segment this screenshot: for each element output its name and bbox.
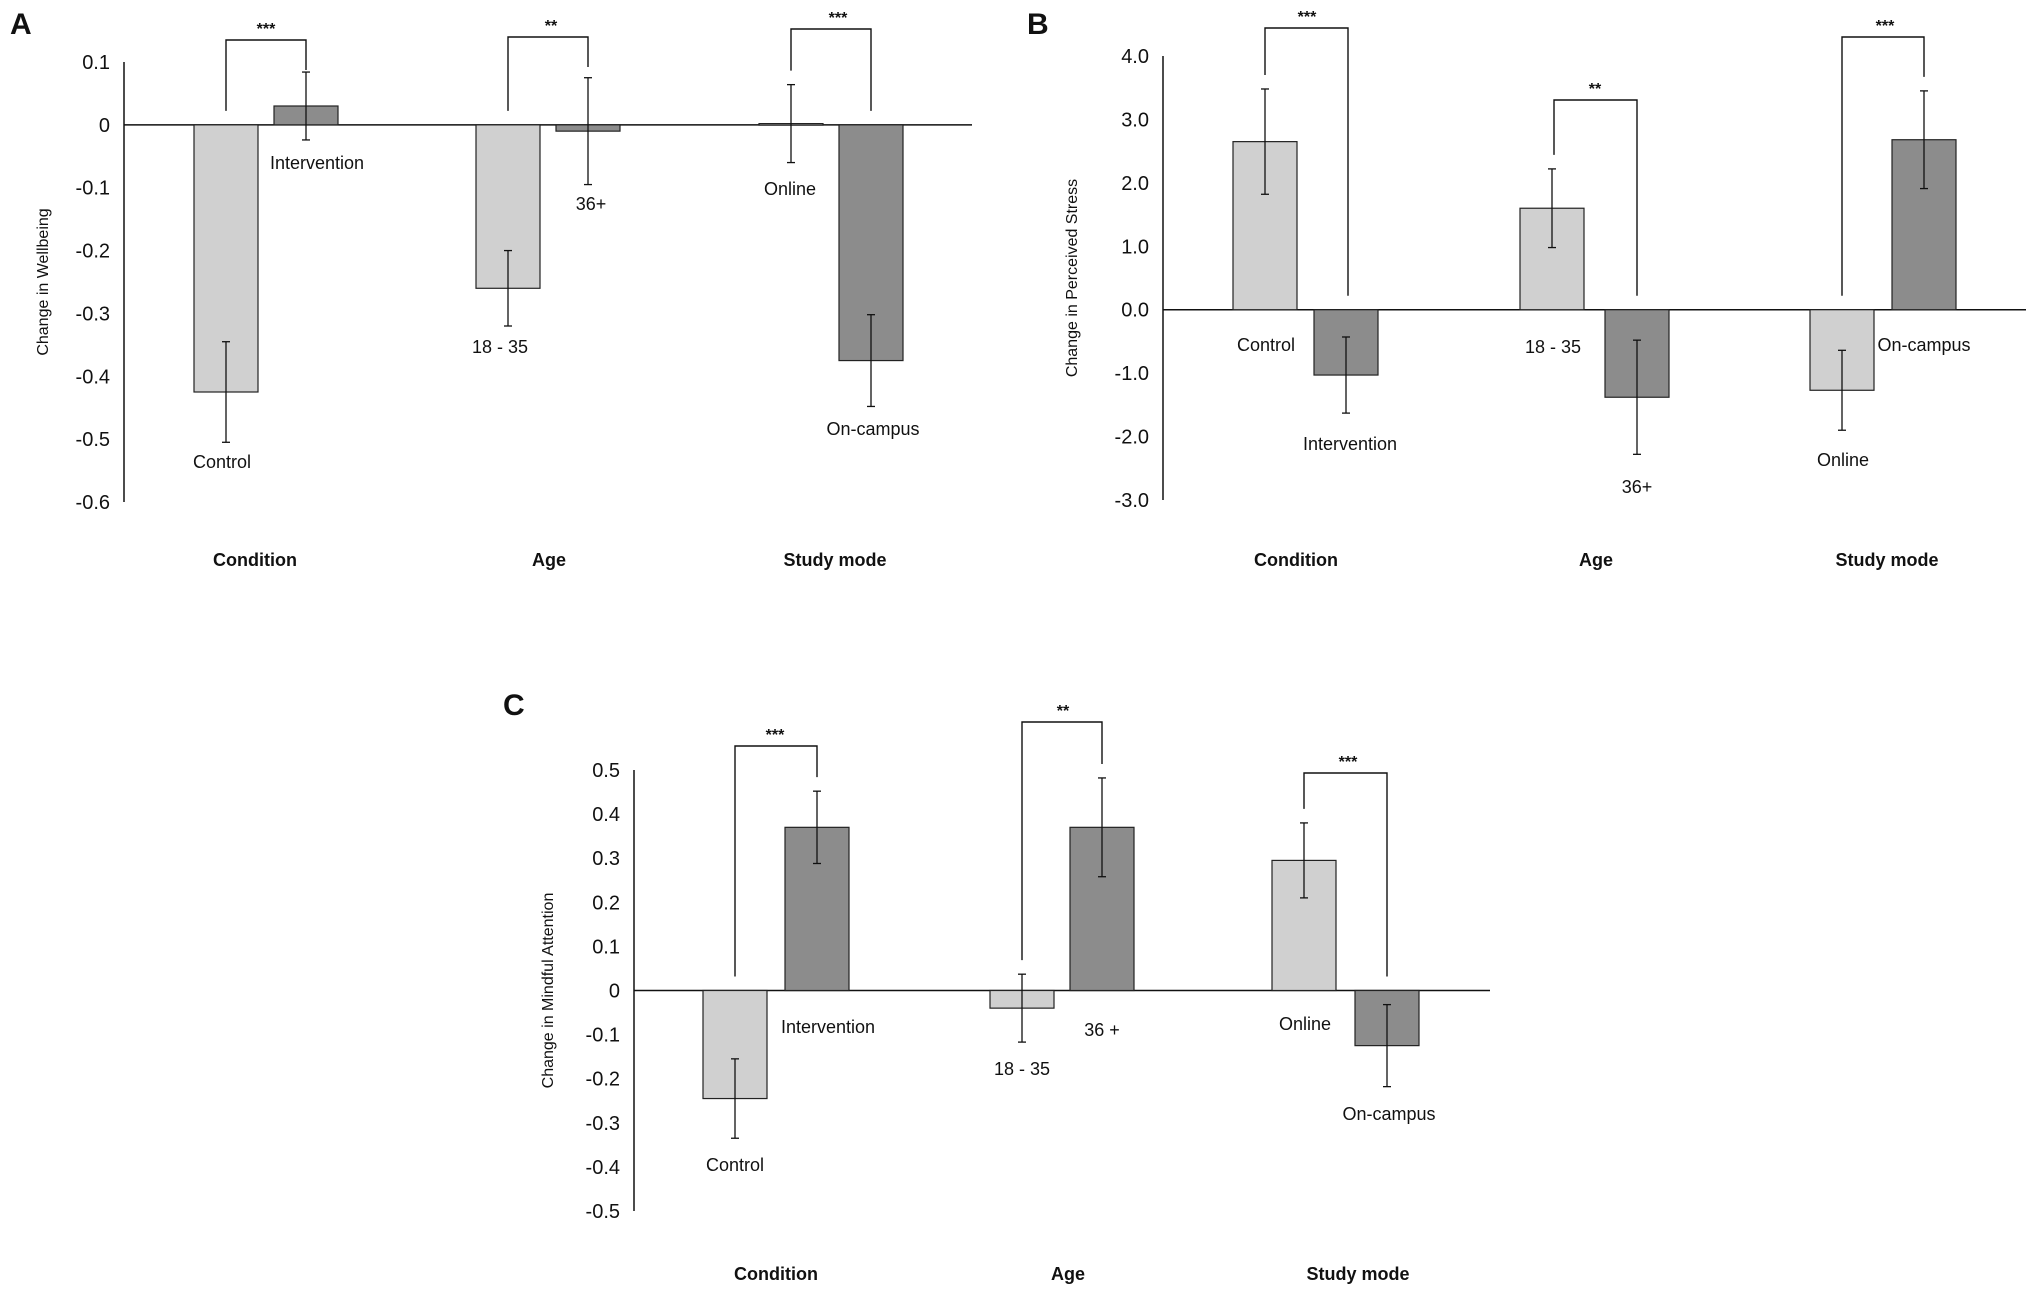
bar-label: On-campus — [826, 419, 919, 439]
bar-label: 36 + — [1084, 1020, 1120, 1040]
significance-bracket — [1021, 721, 1103, 961]
panel-letter: B — [1027, 8, 1049, 41]
bar-label: Intervention — [270, 153, 364, 173]
significance-bracket — [790, 28, 872, 111]
panel-letter: A — [10, 8, 32, 41]
x-category-label: Study mode — [1306, 1264, 1409, 1284]
y-tick-label: -0.6 — [76, 492, 110, 514]
y-tick-label: -0.1 — [76, 178, 110, 200]
bar-label: Control — [706, 1155, 764, 1175]
bar-label: Online — [1279, 1014, 1331, 1034]
y-tick-label: 4.0 — [1121, 46, 1149, 68]
x-category-label: Condition — [734, 1264, 818, 1284]
y-axis-title: Change in Wellbeing — [35, 208, 52, 355]
bar-label: 18 - 35 — [994, 1059, 1050, 1079]
y-tick-label: 0.1 — [82, 52, 110, 74]
y-tick-label: 1.0 — [1121, 236, 1149, 258]
y-tick-label: 3.0 — [1121, 109, 1149, 131]
x-category-label: Study mode — [1835, 550, 1938, 570]
x-category-label: Age — [1051, 1264, 1085, 1284]
y-tick-label: 0.1 — [592, 936, 620, 958]
significance-bracket — [1553, 99, 1638, 296]
y-tick-label: 0.3 — [592, 848, 620, 870]
bar-label: 36+ — [1622, 477, 1653, 497]
significance-bracket — [1303, 772, 1388, 977]
y-tick-label: -0.5 — [76, 429, 110, 451]
significance-marker: *** — [766, 727, 785, 744]
y-tick-label: -1.0 — [1115, 363, 1149, 385]
y-tick-label: -0.1 — [586, 1025, 620, 1047]
significance-bracket — [1841, 36, 1925, 296]
y-axis-title: Change in Perceived Stress — [1064, 179, 1081, 377]
significance-bracket — [225, 39, 307, 111]
y-tick-label: -0.4 — [76, 366, 110, 388]
y-tick-label: -0.5 — [586, 1201, 620, 1223]
panel-b: B 4.0 3.0 2.0 1.0 0.0 -1.0 -2.0 -3.0 Change in Pe… — [1027, 8, 2026, 570]
y-axis-title: Change in Mindful Attention — [540, 893, 557, 1089]
significance-marker: *** — [829, 10, 848, 27]
significance-marker: *** — [1876, 18, 1895, 35]
y-tick-label: 2.0 — [1121, 173, 1149, 195]
y-tick-label: 0 — [609, 981, 620, 1003]
significance-bracket — [734, 745, 818, 977]
y-tick-label: 0 — [99, 115, 110, 137]
bar-label: Intervention — [1303, 434, 1397, 454]
significance-marker: ** — [1589, 81, 1602, 98]
panel-a: A 0.1 0 -0.1 -0.2 -0.3 -0.4 -0.5 -0.6 Change in W… — [10, 8, 972, 570]
y-tick-label: 0.2 — [592, 892, 620, 914]
x-category-label: Condition — [213, 550, 297, 570]
bar-label: On-campus — [1877, 335, 1970, 355]
y-tick-label: 0.0 — [1121, 300, 1149, 322]
significance-bracket — [507, 36, 589, 111]
x-category-label: Condition — [1254, 550, 1338, 570]
significance-marker: ** — [1057, 703, 1070, 720]
significance-marker: *** — [257, 21, 276, 38]
significance-marker: *** — [1339, 754, 1358, 771]
bar-label: Online — [764, 179, 816, 199]
bar-label: 18 - 35 — [472, 337, 528, 357]
bar-label: Control — [1237, 335, 1295, 355]
panel-c: C 0.5 0.4 0.3 0.2 0.1 0 -0.1 -0.2 -0.3 -0.4 -0.5 Cha… — [503, 689, 1490, 1284]
panel-letter: C — [503, 689, 525, 722]
y-tick-label: -0.2 — [76, 241, 110, 263]
y-tick-label: -0.2 — [586, 1069, 620, 1091]
bar-label: Online — [1817, 450, 1869, 470]
significance-marker: *** — [1298, 9, 1317, 26]
y-tick-label: -0.3 — [76, 303, 110, 325]
x-category-label: Age — [532, 550, 566, 570]
y-tick-label: -2.0 — [1115, 427, 1149, 449]
y-tick-label: -3.0 — [1115, 490, 1149, 512]
x-category-label: Study mode — [783, 550, 886, 570]
x-category-label: Age — [1579, 550, 1613, 570]
y-tick-label: 0.5 — [592, 760, 620, 782]
y-tick-label: -0.3 — [586, 1113, 620, 1135]
bar-label: Intervention — [781, 1017, 875, 1037]
bar-label: 18 - 35 — [1525, 337, 1581, 357]
bar-label: On-campus — [1342, 1104, 1435, 1124]
y-tick-label: 0.4 — [592, 804, 620, 826]
significance-bracket — [1264, 27, 1349, 296]
significance-marker: ** — [545, 18, 558, 35]
bar-label: Control — [193, 452, 251, 472]
bar-label: 36+ — [576, 194, 607, 214]
y-tick-label: -0.4 — [586, 1157, 620, 1179]
